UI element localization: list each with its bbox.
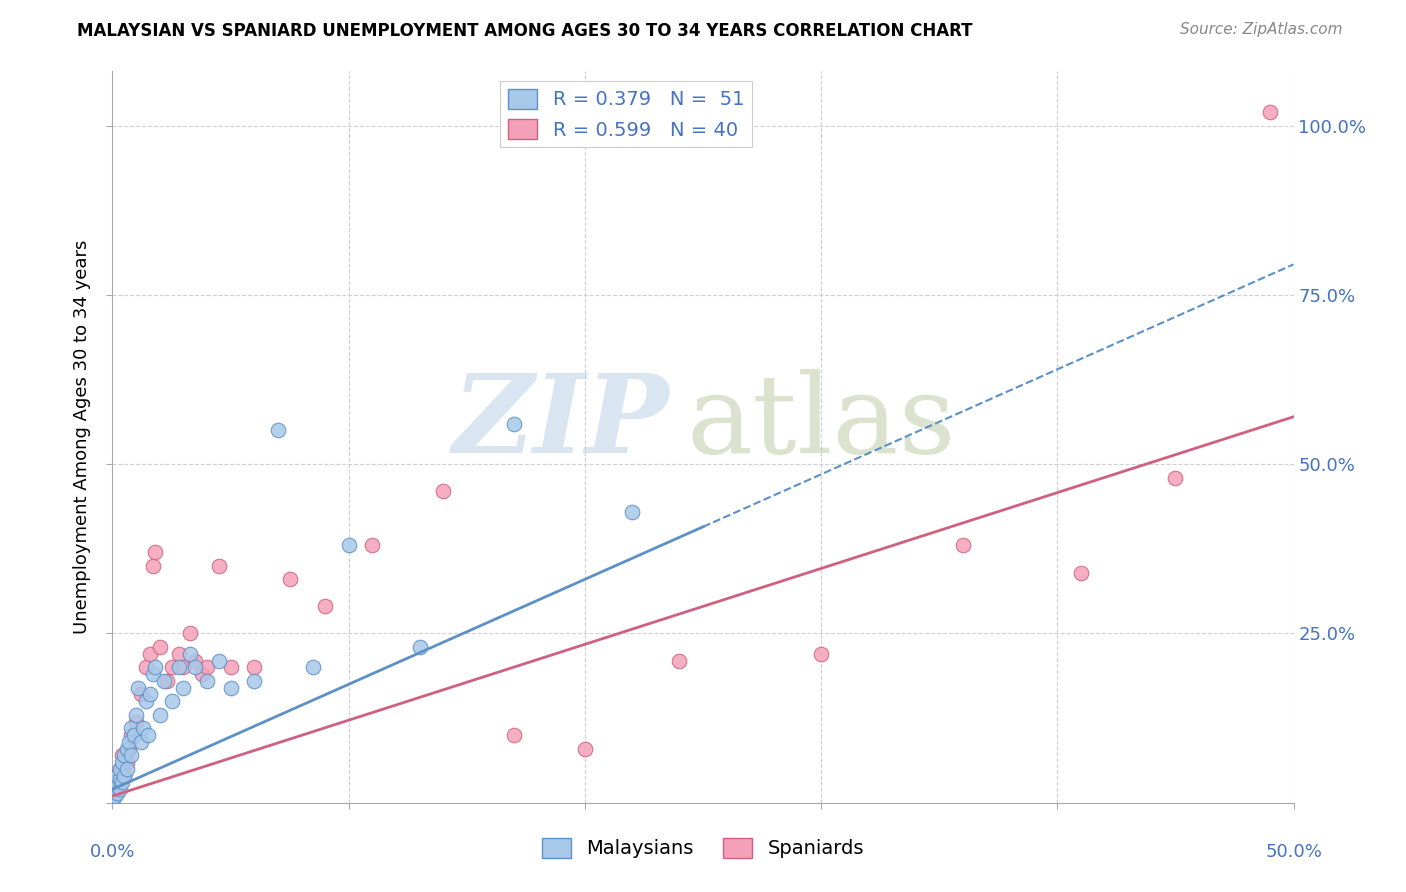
Text: 50.0%: 50.0% (1265, 843, 1322, 861)
Point (191, 667, 214, 681)
Point (120, 721, 142, 735)
Point (361, 538, 384, 552)
Point (120, 728, 142, 742)
Point (172, 660, 194, 674)
Point (167, 647, 190, 661)
Point (105, 775, 128, 789)
Point (118, 741, 141, 756)
Point (952, 538, 974, 552)
Point (101, 792, 124, 806)
Point (243, 673, 266, 688)
Point (108, 762, 131, 776)
Point (111, 748, 134, 763)
Point (105, 769, 128, 783)
Point (1070, 566, 1092, 580)
Point (432, 484, 454, 499)
Point (139, 647, 162, 661)
Point (208, 558, 231, 573)
Point (104, 789, 127, 803)
Point (129, 688, 152, 702)
Point (101, 782, 124, 797)
Text: MALAYSIAN VS SPANIARD UNEMPLOYMENT AMONG AGES 30 TO 34 YEARS CORRELATION CHART: MALAYSIAN VS SPANIARD UNEMPLOYMENT AMONG… (77, 22, 973, 40)
Point (184, 654, 207, 668)
Text: 0.0%: 0.0% (90, 843, 135, 861)
Point (135, 660, 157, 674)
Point (1164, 471, 1187, 485)
Point (112, 748, 135, 763)
Point (125, 707, 148, 722)
Point (142, 667, 165, 681)
Point (314, 599, 336, 614)
Point (101, 796, 124, 810)
Point (125, 714, 148, 729)
Point (105, 779, 128, 793)
Point (115, 755, 138, 769)
Point (172, 681, 194, 695)
Point (668, 654, 690, 668)
Point (127, 681, 149, 695)
Point (135, 694, 157, 708)
Text: atlas: atlas (686, 369, 956, 476)
Point (156, 673, 179, 688)
Point (111, 755, 134, 769)
Point (149, 707, 172, 722)
Point (243, 660, 266, 674)
Point (139, 688, 162, 702)
Point (108, 762, 131, 776)
Point (184, 660, 207, 674)
Legend: Malaysians, Spaniards: Malaysians, Spaniards (534, 830, 872, 866)
Point (408, 640, 430, 654)
Point (337, 538, 360, 552)
Point (111, 775, 134, 789)
Point (503, 417, 526, 431)
Point (149, 640, 172, 654)
Point (118, 735, 141, 749)
Point (195, 673, 218, 688)
Point (574, 741, 596, 756)
Point (142, 558, 165, 573)
Point (112, 769, 135, 783)
Point (101, 775, 124, 789)
Point (1258, 105, 1281, 120)
Point (101, 796, 124, 810)
Point (810, 647, 832, 661)
Text: Source: ZipAtlas.com: Source: ZipAtlas.com (1180, 22, 1343, 37)
Point (120, 748, 142, 763)
Point (105, 786, 128, 800)
Point (503, 728, 526, 742)
Point (219, 660, 242, 674)
Point (108, 772, 131, 786)
Point (219, 681, 242, 695)
Point (278, 572, 301, 586)
Point (621, 505, 644, 519)
Point (101, 789, 124, 803)
Point (136, 728, 159, 742)
Point (104, 782, 127, 797)
Point (104, 782, 127, 797)
Y-axis label: Unemployment Among Ages 30 to 34 years: Unemployment Among Ages 30 to 34 years (73, 240, 91, 634)
Point (132, 721, 155, 735)
Point (153, 673, 176, 688)
Point (104, 775, 127, 789)
Point (208, 654, 231, 668)
Point (101, 786, 124, 800)
Point (302, 660, 325, 674)
Point (101, 789, 124, 803)
Point (160, 660, 183, 674)
Point (122, 728, 145, 742)
Point (167, 660, 190, 674)
Point (267, 423, 290, 437)
Point (129, 735, 152, 749)
Point (115, 762, 138, 776)
Point (143, 660, 166, 674)
Text: ZIP: ZIP (453, 368, 669, 476)
Point (115, 741, 138, 756)
Point (179, 626, 201, 640)
Point (143, 545, 166, 559)
Point (195, 660, 218, 674)
Point (179, 647, 201, 661)
Point (108, 782, 131, 797)
Point (160, 694, 183, 708)
Point (112, 769, 135, 783)
